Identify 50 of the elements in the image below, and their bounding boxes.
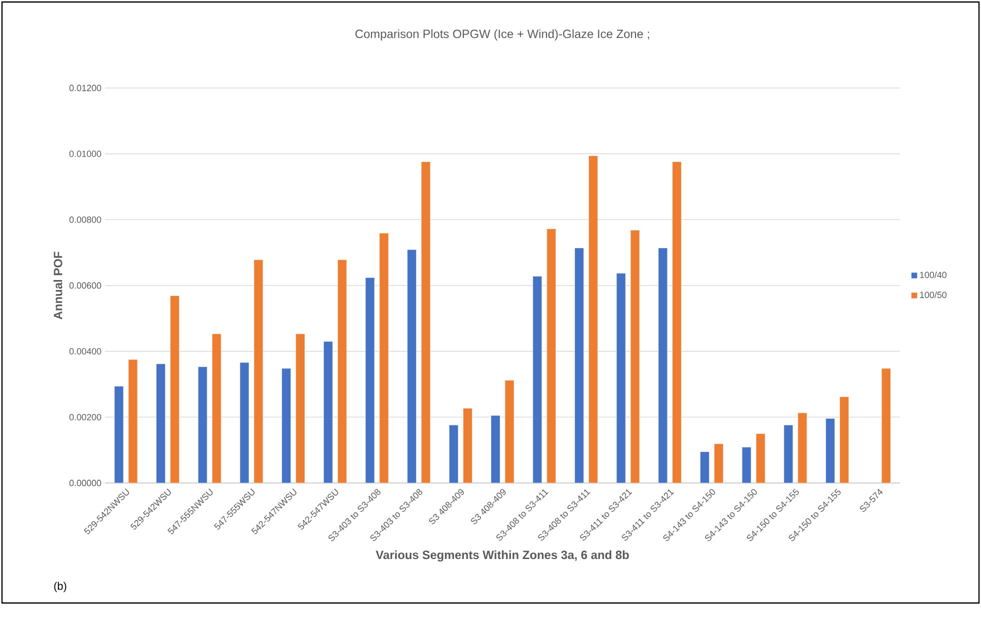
bar [658,248,668,483]
bar [156,364,166,483]
bar [672,162,682,483]
bar [784,424,794,483]
bar [504,380,514,483]
bar [254,260,264,483]
y-tick-label: 0.00200 [69,414,102,420]
y-tick-label: 0.00800 [69,216,102,223]
y-tick-label: 0.01200 [69,84,102,92]
bar [379,232,389,483]
bar [421,162,430,483]
bar [114,386,124,483]
y-tick-label: 0.00600 [69,282,102,289]
bar [198,366,208,483]
bar [212,334,222,483]
bar [840,396,849,483]
bar [449,424,458,483]
bar [798,412,808,483]
bar [630,230,640,483]
y-tick-label: 0.00000 [69,480,102,486]
bar [826,418,835,483]
bar [546,228,556,483]
bar [337,260,347,483]
bar [282,368,291,483]
legend-label: 100/40 [920,271,947,278]
bar [490,415,500,483]
legend-label: 100/50 [920,291,947,298]
bar [365,277,375,483]
bar [616,273,626,483]
bar [756,433,766,483]
bar [463,408,472,483]
bar [170,296,180,483]
bar [881,368,891,483]
bar [240,362,250,483]
y-axis-title: Annual POF [53,252,62,320]
bar [574,248,584,483]
y-tick-label: 0.00400 [69,348,102,354]
x-axis-title: Various Segments Within Zones 3a, 6 and 8b [376,550,629,562]
bar [714,444,724,483]
bar [532,276,542,483]
text: (b) [54,582,66,592]
bar [323,341,333,483]
y-tick-label: 0.01000 [69,150,102,157]
bar [700,452,710,483]
bar [407,249,416,483]
chart-title: Comparison Plots OPGW (Ice + Wind)-Glaze Ice Zone ; [355,29,650,40]
bar [588,156,598,483]
bar [296,334,305,483]
bar [128,359,138,483]
bar [742,446,752,483]
